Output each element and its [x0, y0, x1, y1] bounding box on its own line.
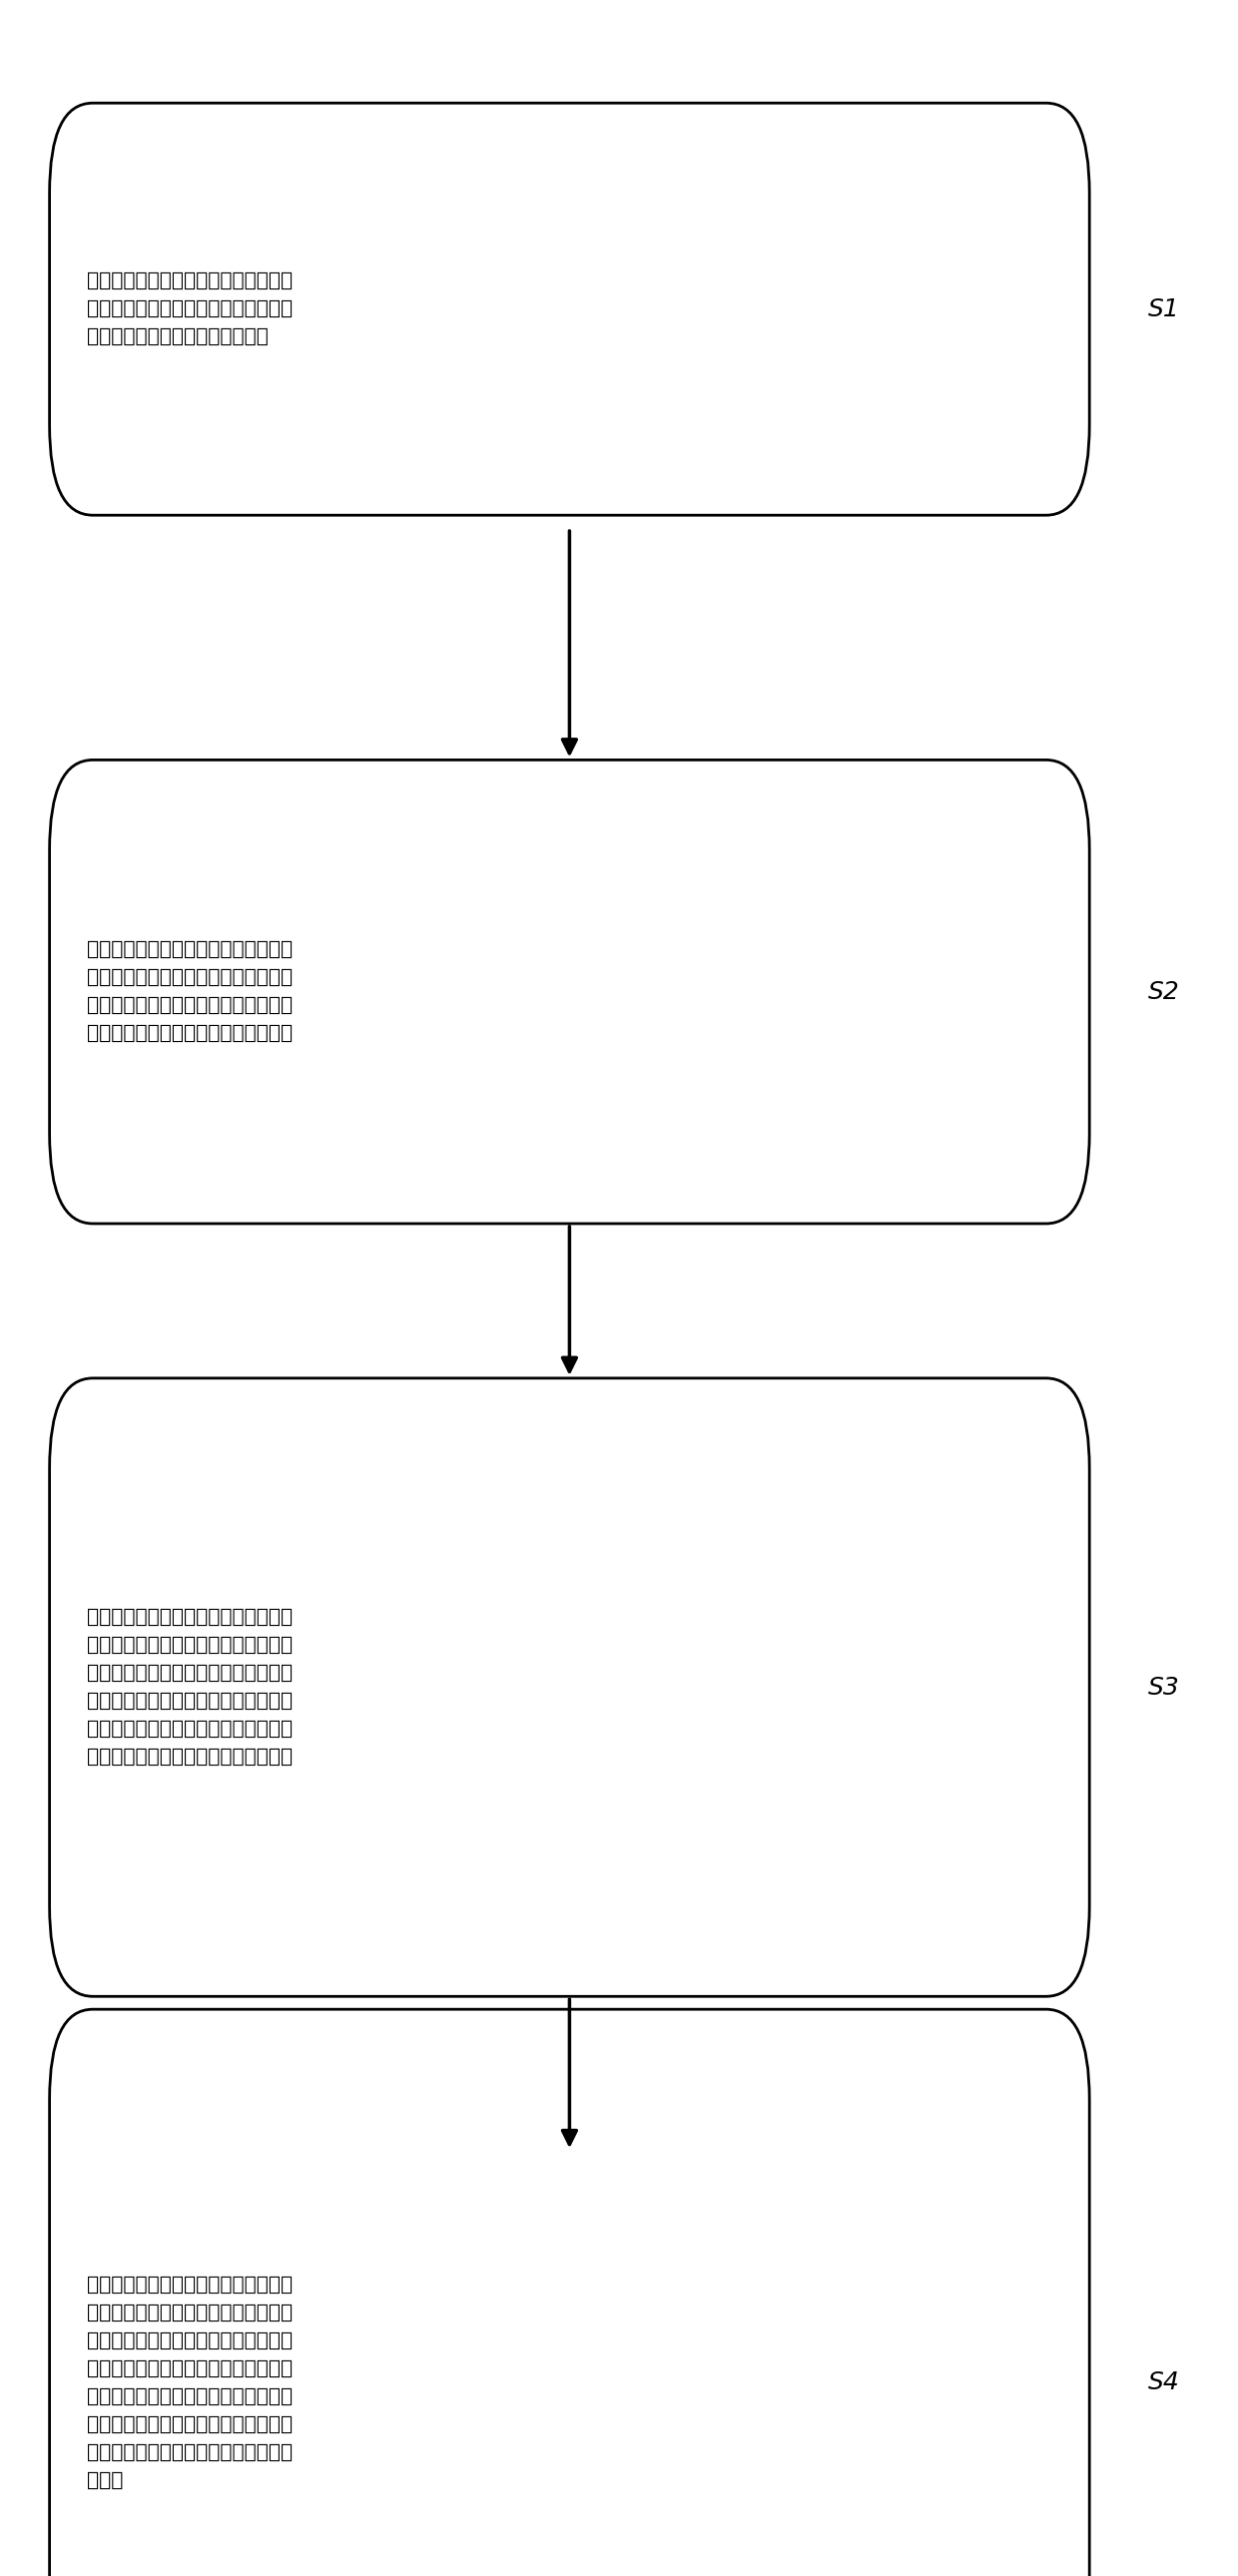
Text: S2: S2 — [1148, 979, 1180, 1005]
Text: 基于模糊控制理论建立模糊规则，并根
据上述模糊规则设计模糊切换控制器，
且根据不同控制模式的目标电流与该控
制模式的权重系数计算得出输出电流；: 基于模糊控制理论建立模糊规则，并根 据上述模糊规则设计模糊切换控制器， 且根据不… — [87, 940, 292, 1043]
Text: 基于可拓理论对模糊切换控制器进行性
能拓展，在可拓集合不同区域设定不同
控制方法；且建立关联函数，并结合关
联函数、输出电流的微分以及二阶微分
判定输出电流处于: 基于可拓理论对模糊切换控制器进行性 能拓展，在可拓集合不同区域设定不同 控制方法… — [87, 2275, 292, 2491]
FancyBboxPatch shape — [50, 103, 1089, 515]
Text: S1: S1 — [1148, 296, 1180, 322]
Text: 获取车辆转向盘转矩、转向盘转角、车
速信息，并根据车辆转向盘转矩、转向
盘转角、车速信息选择控制模式；: 获取车辆转向盘转矩、转向盘转角、车 速信息，并根据车辆转向盘转矩、转向 盘转角、… — [87, 270, 292, 348]
Text: S3: S3 — [1148, 1674, 1180, 1700]
Text: S4: S4 — [1148, 2370, 1180, 2396]
Text: 计算上述输出电流的微分以及二阶微分
，并将上述输出电流的微分以及二阶微
分作为特征状态建立关于特征状态的可
拓集合，根据输出电流的微分以及二阶
微分的容许范围和: 计算上述输出电流的微分以及二阶微分 ，并将上述输出电流的微分以及二阶微 分作为特… — [87, 1607, 292, 1767]
FancyBboxPatch shape — [50, 1378, 1089, 1996]
FancyBboxPatch shape — [50, 2009, 1089, 2576]
FancyBboxPatch shape — [50, 760, 1089, 1224]
